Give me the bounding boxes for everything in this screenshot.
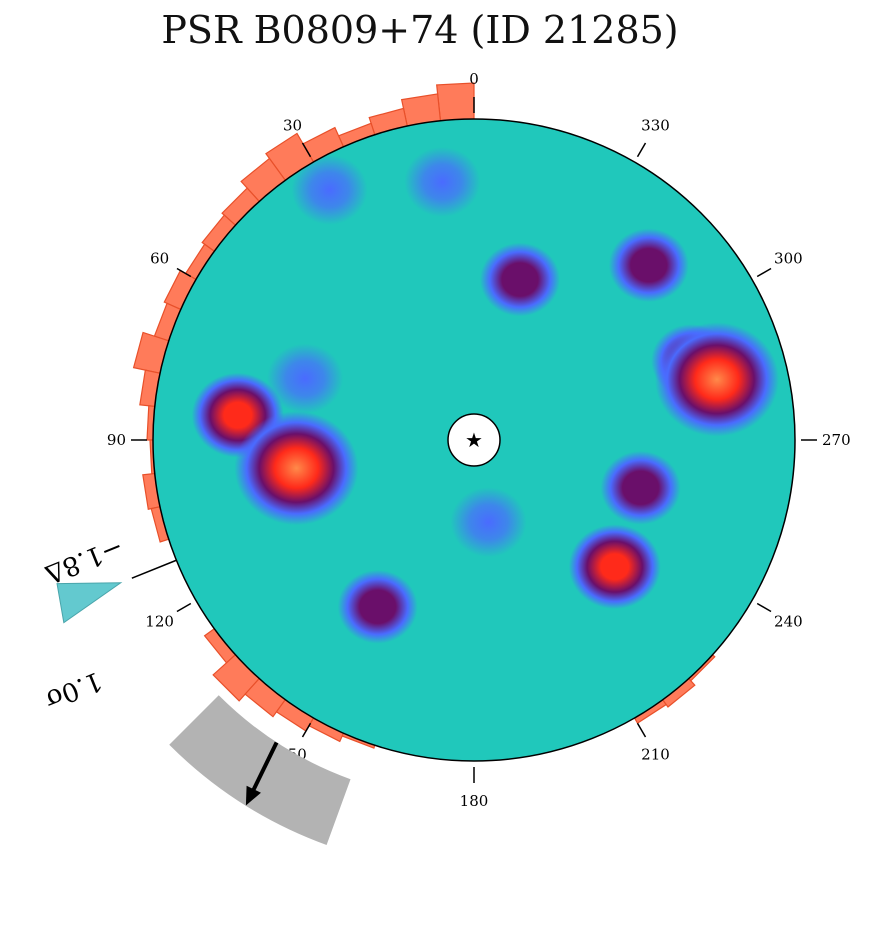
center-circle (447, 413, 501, 467)
hotspot-mid (600, 450, 681, 525)
angle-tick (301, 142, 312, 158)
angle-tick-label: 0 (469, 70, 479, 88)
angle-tick (636, 142, 647, 158)
angle-tick-label: 60 (150, 250, 169, 268)
hotspot-peak (654, 322, 779, 437)
angle-tick (636, 722, 647, 738)
hotspot-low (267, 343, 344, 414)
angle-tick-label: 90 (107, 431, 126, 449)
annotation-label-delta: −1.8Δ (40, 531, 127, 590)
direction-arrow-shaft (247, 741, 279, 800)
hotspot-low (404, 146, 481, 217)
annotation-line (131, 559, 177, 579)
annotation-label-sigma: 1.0σ (40, 665, 106, 715)
angle-tick (756, 602, 772, 613)
angle-tick (176, 267, 192, 278)
angle-tick (176, 602, 192, 613)
edge-histogram (132, 82, 716, 749)
angle-tick-label: 30 (283, 117, 302, 135)
angle-tick (756, 267, 772, 278)
angle-tick-label: 180 (460, 792, 489, 810)
angle-tick-label: 300 (774, 250, 803, 268)
direction-band (169, 695, 351, 846)
angle-tick-label: 270 (822, 431, 851, 449)
annotation-wedge (56, 582, 123, 624)
angle-tick (301, 722, 312, 738)
hotspot-layer (191, 146, 779, 644)
direction-arrow-head (245, 785, 261, 806)
angle-tick-label: 210 (641, 745, 670, 763)
angle-tick-label: 240 (774, 613, 803, 631)
band-shape (169, 695, 351, 846)
angle-tick-label: 330 (641, 117, 670, 135)
disk-outline (152, 118, 796, 762)
chart-title: PSR B0809+74 (ID 21285) (161, 8, 679, 52)
hotspot-low (450, 487, 527, 558)
hotspot-high (568, 524, 661, 610)
hotspot-mid (337, 569, 418, 644)
angle-tick-label: 120 (145, 613, 174, 631)
hotspot-mid (480, 242, 561, 317)
hotspot-peak (234, 411, 359, 526)
hotspot-low (291, 154, 368, 225)
center-star: ★ (465, 428, 483, 452)
hotspot-mid (608, 228, 689, 303)
